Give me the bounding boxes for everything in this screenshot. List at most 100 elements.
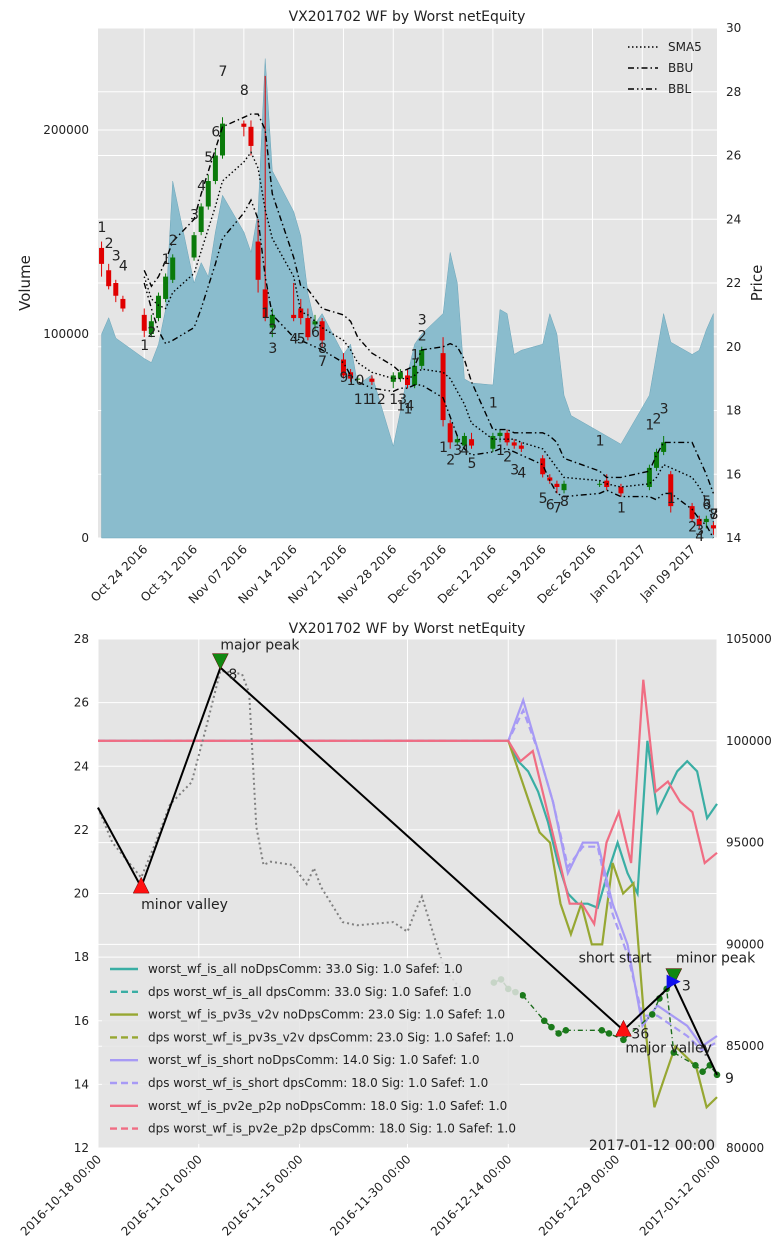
- candle-count-label: 6: [702, 497, 711, 513]
- candle-body: [668, 474, 674, 507]
- candle-down: [469, 432, 475, 449]
- sma5-line: [143, 150, 715, 523]
- candle-count-label: 5: [702, 494, 711, 510]
- candle-body: [355, 378, 361, 380]
- equity-series-line: [98, 679, 718, 928]
- equity-series-line: [98, 696, 718, 1048]
- candle-count-label: 1: [496, 443, 505, 459]
- candle-count-label: 8: [560, 494, 569, 510]
- candle-count-label: 3: [695, 523, 704, 539]
- price-tick-label: 24: [726, 212, 741, 226]
- candle-down: [710, 522, 716, 535]
- candle-body: [141, 314, 147, 331]
- candle-count-label: 9: [339, 370, 348, 386]
- equity-tick-label: 95000: [726, 836, 764, 850]
- candle-body: [490, 436, 496, 449]
- volume-axis-label: Volume: [16, 255, 34, 311]
- candle-body: [397, 372, 403, 379]
- candle-body: [419, 349, 425, 366]
- candle-body: [198, 206, 204, 232]
- bbu-line: [143, 113, 715, 494]
- candle-count-label: 5: [539, 491, 548, 507]
- candle-down: [248, 120, 254, 156]
- candle-up: [205, 174, 211, 210]
- candle-count-label: 2: [418, 328, 427, 344]
- marker-label: minor peak: [676, 951, 756, 967]
- candle-count-label: 6: [311, 325, 320, 341]
- candle-count-label: 2: [446, 453, 455, 469]
- candle-body: [689, 506, 695, 519]
- candle-body: [511, 442, 517, 446]
- candle-count-label: 7: [553, 501, 562, 517]
- candle-down: [689, 502, 695, 523]
- legend-sma5-label: SMA5: [668, 40, 702, 54]
- candle-count-label: 14: [396, 399, 414, 415]
- equity-tick-label: 105000: [726, 632, 772, 646]
- candle-body: [170, 257, 176, 280]
- datetime-tick-label: 2017-01-12 00:00: [637, 1152, 723, 1238]
- datetime-tick-label: 2016-11-15 00:00: [219, 1152, 305, 1238]
- candle-down: [141, 308, 147, 338]
- candle-body: [298, 308, 304, 319]
- candle-count-label: 4: [517, 465, 526, 481]
- candle-up: [397, 369, 403, 382]
- candle-body: [561, 483, 567, 491]
- equity-lines: [98, 679, 718, 1110]
- equity-tick-label: 80000: [726, 1141, 764, 1155]
- candle-body: [646, 467, 652, 487]
- point-count-label: 8: [228, 667, 237, 683]
- price-tick-label-bottom: 22: [74, 823, 89, 837]
- candle-count-label: 1: [617, 501, 626, 517]
- candle-up: [355, 375, 361, 382]
- short-start-marker: [666, 974, 681, 989]
- candle-up: [661, 436, 667, 456]
- candle-count-label: 3: [112, 249, 121, 265]
- candle-up: [198, 203, 204, 236]
- candle-body: [348, 372, 354, 379]
- price-dot: [540, 1017, 548, 1025]
- candle-count-label: 8: [709, 507, 718, 523]
- candle-count-label: 2: [688, 520, 697, 536]
- candle-up: [490, 432, 496, 452]
- candle-count-label: 1: [439, 440, 448, 456]
- volume-axis-ticks: 0 100000 200000: [43, 123, 89, 545]
- candle-body: [390, 375, 396, 382]
- candle-body: [241, 123, 247, 127]
- candle-count-label: 7: [709, 507, 718, 523]
- candle-up: [220, 117, 226, 159]
- legend-label: worst_wf_is_short noDpsComm: 14.0 Sig: 1…: [148, 1053, 480, 1067]
- marker-label: minor valley: [141, 897, 228, 913]
- candle-down: [518, 442, 524, 452]
- candle-body: [120, 298, 126, 309]
- price-tick-label-bottom: 16: [74, 1014, 89, 1028]
- datetime-tick-label: 2016-11-01 00:00: [119, 1152, 205, 1238]
- candle-body: [113, 283, 119, 296]
- candle-down: [369, 375, 375, 385]
- legend-bbu-label: BBU: [668, 61, 693, 75]
- candle-count-label: 3: [418, 312, 427, 328]
- candle-count-label: 6: [211, 124, 220, 140]
- price-tick-label-bottom: 20: [74, 887, 89, 901]
- price-dot: [699, 1068, 706, 1075]
- equity-tick-label: 90000: [726, 937, 764, 951]
- candle-count-label: 3: [660, 402, 669, 418]
- turning-point-markers: minor valley major peak major valley minor …: [132, 638, 756, 1056]
- datetime-axis-ticks: 2016-10-18 00:00 2016-11-01 00:00 2016-11-…: [18, 1152, 723, 1238]
- candle-count-label: 3: [453, 443, 462, 459]
- candle-count-label: 1: [404, 402, 413, 418]
- candle-count-label: 11: [354, 392, 372, 408]
- candle-up: [654, 448, 660, 472]
- candle-down: [618, 483, 624, 497]
- valley-marker: [132, 876, 150, 894]
- candle-count-label: 7: [219, 64, 228, 80]
- candle-body: [148, 321, 154, 334]
- candle-up: [597, 480, 603, 487]
- legend-label: dps worst_wf_is_pv2e_p2p dpsComm: 18.0 S…: [148, 1122, 516, 1136]
- candle-body: [497, 432, 503, 436]
- point-count-label: 3: [682, 979, 691, 995]
- price-dot: [605, 1030, 613, 1037]
- candle-body: [340, 359, 346, 376]
- candle-body: [469, 439, 475, 446]
- candle-up: [497, 429, 503, 443]
- candle-down: [291, 283, 297, 322]
